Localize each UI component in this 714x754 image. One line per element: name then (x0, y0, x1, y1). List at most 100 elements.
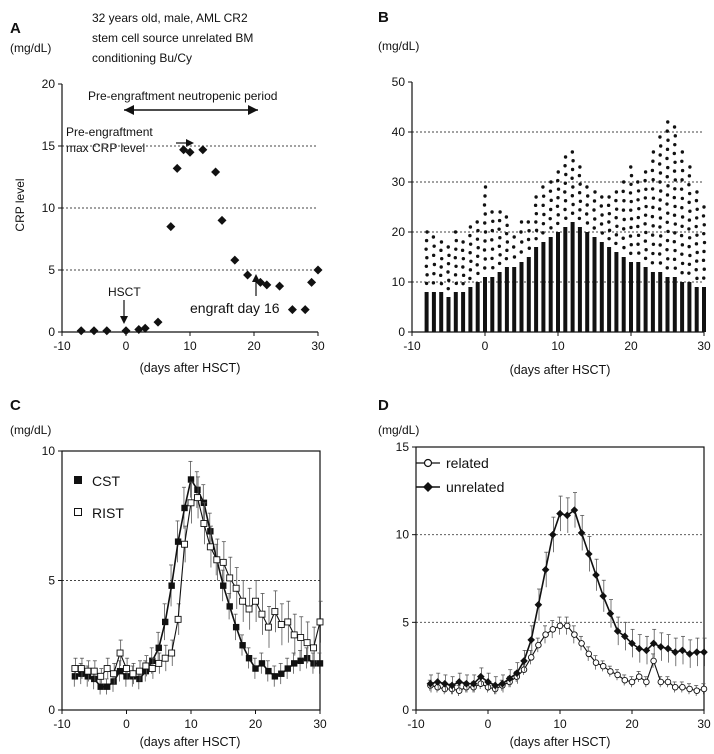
panel-d-unrelated-marker-1 (433, 678, 442, 686)
panel-b-point-11-2 (505, 248, 509, 253)
panel-b-point-33-1 (665, 266, 669, 270)
panel-c-xlabel: (days after HSCT) (140, 735, 241, 749)
panel-b-point-26-3 (615, 224, 619, 228)
panel-b-point-29-7 (636, 198, 640, 202)
panel-b-point-25-1 (607, 236, 611, 241)
panel-b-point-19-6 (564, 172, 568, 177)
panel-d-unrelated-marker-18 (556, 509, 564, 518)
panel-b-point-8-9 (483, 194, 487, 198)
panel-b-point-0-1 (424, 281, 429, 286)
panel-b-point-3-2 (447, 278, 451, 283)
panel-c-cst-marker-14 (162, 618, 169, 626)
panel-b-point-29-5 (636, 215, 640, 220)
panel-b-point-0-5 (424, 247, 428, 251)
panel-b-point-37-4 (695, 250, 699, 255)
panel-b-point-5-4 (461, 256, 466, 261)
panel-b-point-12-3 (512, 235, 516, 239)
panel-b-point-15-4 (534, 211, 539, 216)
panel-c-rist-marker-29 (258, 610, 266, 618)
panel-b-point-32-6 (658, 216, 663, 220)
panel-c-xtick-label-0: -10 (53, 717, 71, 731)
panel-b-point-33-10 (666, 184, 670, 188)
panel-b-point-23-5 (593, 190, 597, 194)
panel-b-point-20-8 (570, 150, 575, 154)
panel-b-point-32-14 (659, 144, 663, 148)
panel-a-point-21 (307, 277, 317, 287)
panel-b-point-7-2 (475, 263, 479, 267)
panel-b-point-33-14 (665, 147, 670, 152)
panel-d-related-marker-15 (535, 641, 542, 649)
panel-b-point-17-4 (549, 198, 553, 203)
panel-b-point-37-10 (694, 198, 699, 203)
legend-cst-marker (74, 476, 82, 484)
panel-d-unrelated-marker-8 (484, 678, 492, 686)
panel-d-related-marker-20 (571, 631, 578, 638)
panel-b-point-14-3 (527, 229, 531, 233)
panel-d-unrelated-marker-11 (505, 674, 514, 683)
panel-a-point-3 (121, 326, 131, 336)
panel-b-point-11-3 (505, 240, 510, 244)
panel-b-point-29-8 (636, 189, 641, 193)
panel-b-point-2-3 (439, 265, 443, 269)
panel-b-point-16-1 (541, 231, 545, 235)
panel-b-point-33-15 (666, 138, 670, 142)
panel-b: B (mg/dL) (days after HSCT) 0 10 20 30 40 50 -… (378, 9, 711, 377)
panel-b-point-36-5 (687, 236, 692, 240)
panel-c-cst-marker-7 (116, 667, 124, 675)
panel-b-point-1-5 (432, 244, 436, 248)
annotation-maxcrp-line-1: Pre-engraftment (66, 125, 153, 139)
panel-a-note-line-2: stem cell source unrelated BM (92, 31, 253, 45)
panel-c-rist-marker-31 (271, 608, 279, 616)
panel-a: A (mg/dL) 32 years old, male, AML CR2 st… (10, 11, 325, 375)
panel-d-unrelated-marker-22 (585, 550, 593, 558)
panel-b-point-38-7 (702, 223, 706, 227)
panel-d-related-marker-34 (671, 683, 679, 691)
panel-b-point-29-9 (636, 180, 640, 184)
panel-c-rist-marker-34 (290, 631, 298, 639)
panel-b-point-36-3 (688, 253, 692, 258)
panel-b-point-11-5 (505, 223, 509, 228)
panel-b-point-1-6 (431, 235, 436, 239)
panel-b-point-35-6 (680, 224, 684, 228)
panel-b-point-28-9 (629, 182, 633, 186)
panel-d-related-marker-27 (621, 676, 629, 684)
panel-b-point-20-1 (570, 211, 575, 215)
panel-b-point-3-5 (447, 253, 451, 258)
panel-b-point-36-7 (687, 218, 692, 222)
panel-b-point-3-1 (446, 286, 450, 291)
panel-a-ytick-label-1: 5 (48, 263, 55, 277)
panel-a-point-11 (198, 145, 208, 155)
panel-d-related-marker-33 (664, 678, 672, 686)
annotation-hsct: HSCT (108, 285, 141, 299)
panel-d-unrelated-marker-32 (657, 643, 665, 651)
panel-a-xtick-label-2: 10 (183, 339, 197, 353)
panel-b-point-36-4 (687, 244, 691, 249)
panel-b-points (424, 120, 707, 332)
panel-c-cst-marker-5 (103, 683, 111, 690)
panel-c-cst-marker-37 (310, 660, 317, 667)
panel-b-point-21-5 (578, 182, 582, 186)
panel-c-cst-marker-1 (78, 670, 85, 677)
panel-c-rist-marker-21 (206, 543, 214, 551)
panel-a-point-15 (243, 270, 253, 280)
panel-d-unrelated-marker-30 (642, 646, 651, 655)
panel-a-ytick-label-0: 0 (48, 325, 55, 339)
panel-b-point-28-6 (629, 208, 633, 212)
panel-b-point-22-1 (585, 221, 590, 225)
panel-b-point-0-6 (424, 238, 429, 243)
panel-b-point-33-4 (665, 238, 670, 243)
panel-b-point-25-5 (606, 203, 611, 208)
panel-a-point-10 (185, 147, 195, 157)
panel-d-unrelated-marker-19 (563, 511, 571, 520)
panel-b-point-27-1 (622, 245, 626, 250)
panel-b-point-20-4 (571, 185, 575, 189)
panel-b-point-20-6 (570, 167, 575, 172)
panel-b-point-37-8 (695, 216, 699, 220)
panel-c-cst-marker-10 (136, 675, 143, 683)
panel-b-point-17-1 (549, 226, 553, 230)
panel-b-point-4-3 (454, 264, 458, 268)
panel-d-related-marker-16 (542, 631, 549, 638)
panel-b-point-31-5 (651, 224, 655, 228)
panel-b-ytick-label-4: 40 (392, 125, 406, 139)
panel-d-ytick-label-3: 15 (396, 440, 410, 454)
